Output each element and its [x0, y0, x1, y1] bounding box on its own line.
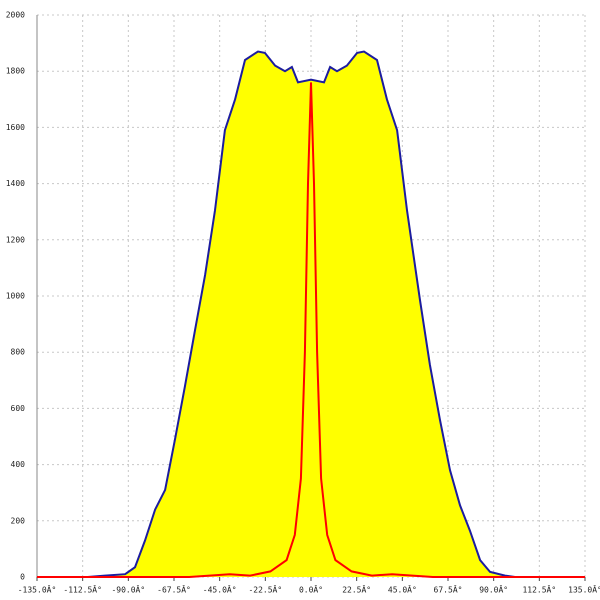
- x-tick-label: 45.0Â°: [388, 584, 417, 595]
- x-tick-label: -45.0Â°: [203, 584, 237, 595]
- x-tick-label: 0.0Â°: [299, 584, 323, 595]
- x-tick-label: -135.0Â°: [18, 584, 57, 595]
- y-tick-label: 800: [11, 348, 26, 357]
- y-tick-label: 1400: [6, 179, 25, 188]
- x-tick-label: 67.5Â°: [434, 584, 463, 595]
- y-tick-label: 400: [11, 460, 26, 469]
- y-tick-label: 1800: [6, 67, 25, 76]
- line: [87, 50, 516, 578]
- x-tick-label: -67.5Â°: [157, 584, 191, 595]
- x-tick-label: -90.0Â°: [111, 584, 145, 595]
- x-tick-label: 22.5Â°: [342, 584, 371, 595]
- y-tick-label: 1200: [6, 235, 25, 244]
- x-tick-label: -22.5Â°: [248, 584, 282, 595]
- x-tick-label: -112.5Â°: [63, 584, 102, 595]
- y-tick-label: 2000: [6, 11, 25, 20]
- y-tick-label: 0: [20, 573, 25, 582]
- y-tick-label: 600: [11, 404, 26, 413]
- x-tick-label: 135.0Â°: [568, 584, 600, 595]
- x-tick-label: 112.5Â°: [522, 584, 556, 595]
- y-tick-label: 200: [11, 516, 26, 525]
- line: [37, 82, 585, 578]
- y-tick-label: 1000: [6, 292, 25, 301]
- area: [87, 51, 515, 577]
- x-tick-label: 90.0Â°: [479, 584, 508, 595]
- y-tick-label: 1600: [6, 123, 25, 132]
